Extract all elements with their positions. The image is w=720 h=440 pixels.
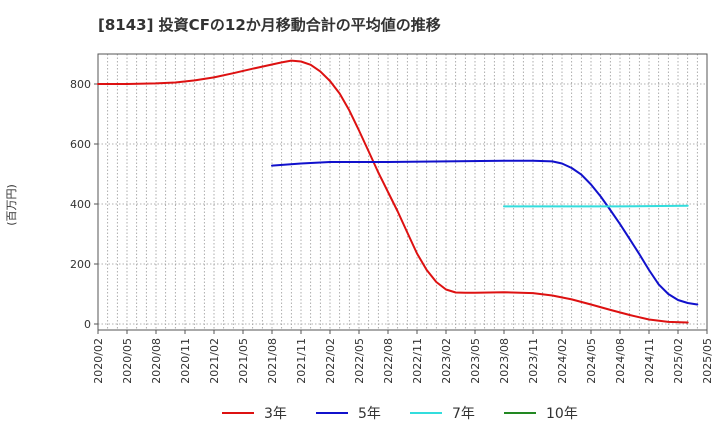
y-tick-label: 400: [70, 198, 91, 211]
x-tick-label: 2021/08: [266, 338, 279, 384]
series-line-3: [503, 204, 689, 208]
legend-label-1: 3年: [264, 406, 287, 422]
x-tick-label: 2021/05: [237, 338, 250, 384]
x-tick-label: 2021/02: [208, 338, 221, 384]
y-axis-label: (百万円): [5, 184, 18, 226]
x-tick-label: 2023/05: [469, 338, 482, 384]
x-tick-label: 2020/05: [121, 338, 134, 384]
x-axis: 2020/02 2020/05 2020/08 2020/11 2021/02 2021/…: [92, 330, 714, 384]
legend: 3年 5年 7年 10年: [222, 406, 578, 422]
y-tick-label: 0: [84, 318, 91, 331]
x-tick-label: 2022/02: [324, 338, 337, 384]
x-tick-label: 2024/05: [585, 338, 598, 384]
legend-label-3: 7年: [452, 406, 475, 422]
y-tick-label: 600: [70, 138, 91, 151]
x-tick-label: 2022/11: [411, 338, 424, 384]
series-line-2: [271, 159, 699, 306]
x-tick-label: 2023/08: [498, 338, 511, 384]
x-tick-label: 2020/02: [92, 338, 105, 384]
x-tick-label: 2020/11: [179, 338, 192, 384]
x-tick-label: 2025/05: [701, 338, 714, 384]
x-tick-label: 2021/11: [295, 338, 308, 384]
x-tick-label: 2022/08: [382, 338, 395, 384]
x-tick-label: 2024/11: [643, 338, 656, 384]
x-tick-label: 2024/02: [556, 338, 569, 384]
y-tick-label: 200: [70, 258, 91, 271]
y-axis: 0 200 400 600 800: [70, 78, 98, 331]
x-tick-label: 2024/08: [614, 338, 627, 384]
x-tick-label: 2023/11: [527, 338, 540, 384]
x-tick-label: 2022/05: [353, 338, 366, 384]
series-lines: [97, 59, 699, 324]
legend-label-2: 5年: [358, 406, 381, 422]
x-tick-label: 2020/08: [150, 338, 163, 384]
y-tick-label: 800: [70, 78, 91, 91]
plot-area: [97, 53, 708, 331]
x-tick-label: 2025/02: [672, 338, 685, 384]
chart-title: [8143] 投資CFの12か月移動合計の平均値の推移: [98, 16, 441, 34]
legend-label-4: 10年: [546, 406, 578, 422]
series-line-1: [97, 59, 689, 324]
grid: [98, 54, 707, 330]
x-tick-label: 2023/02: [440, 338, 453, 384]
